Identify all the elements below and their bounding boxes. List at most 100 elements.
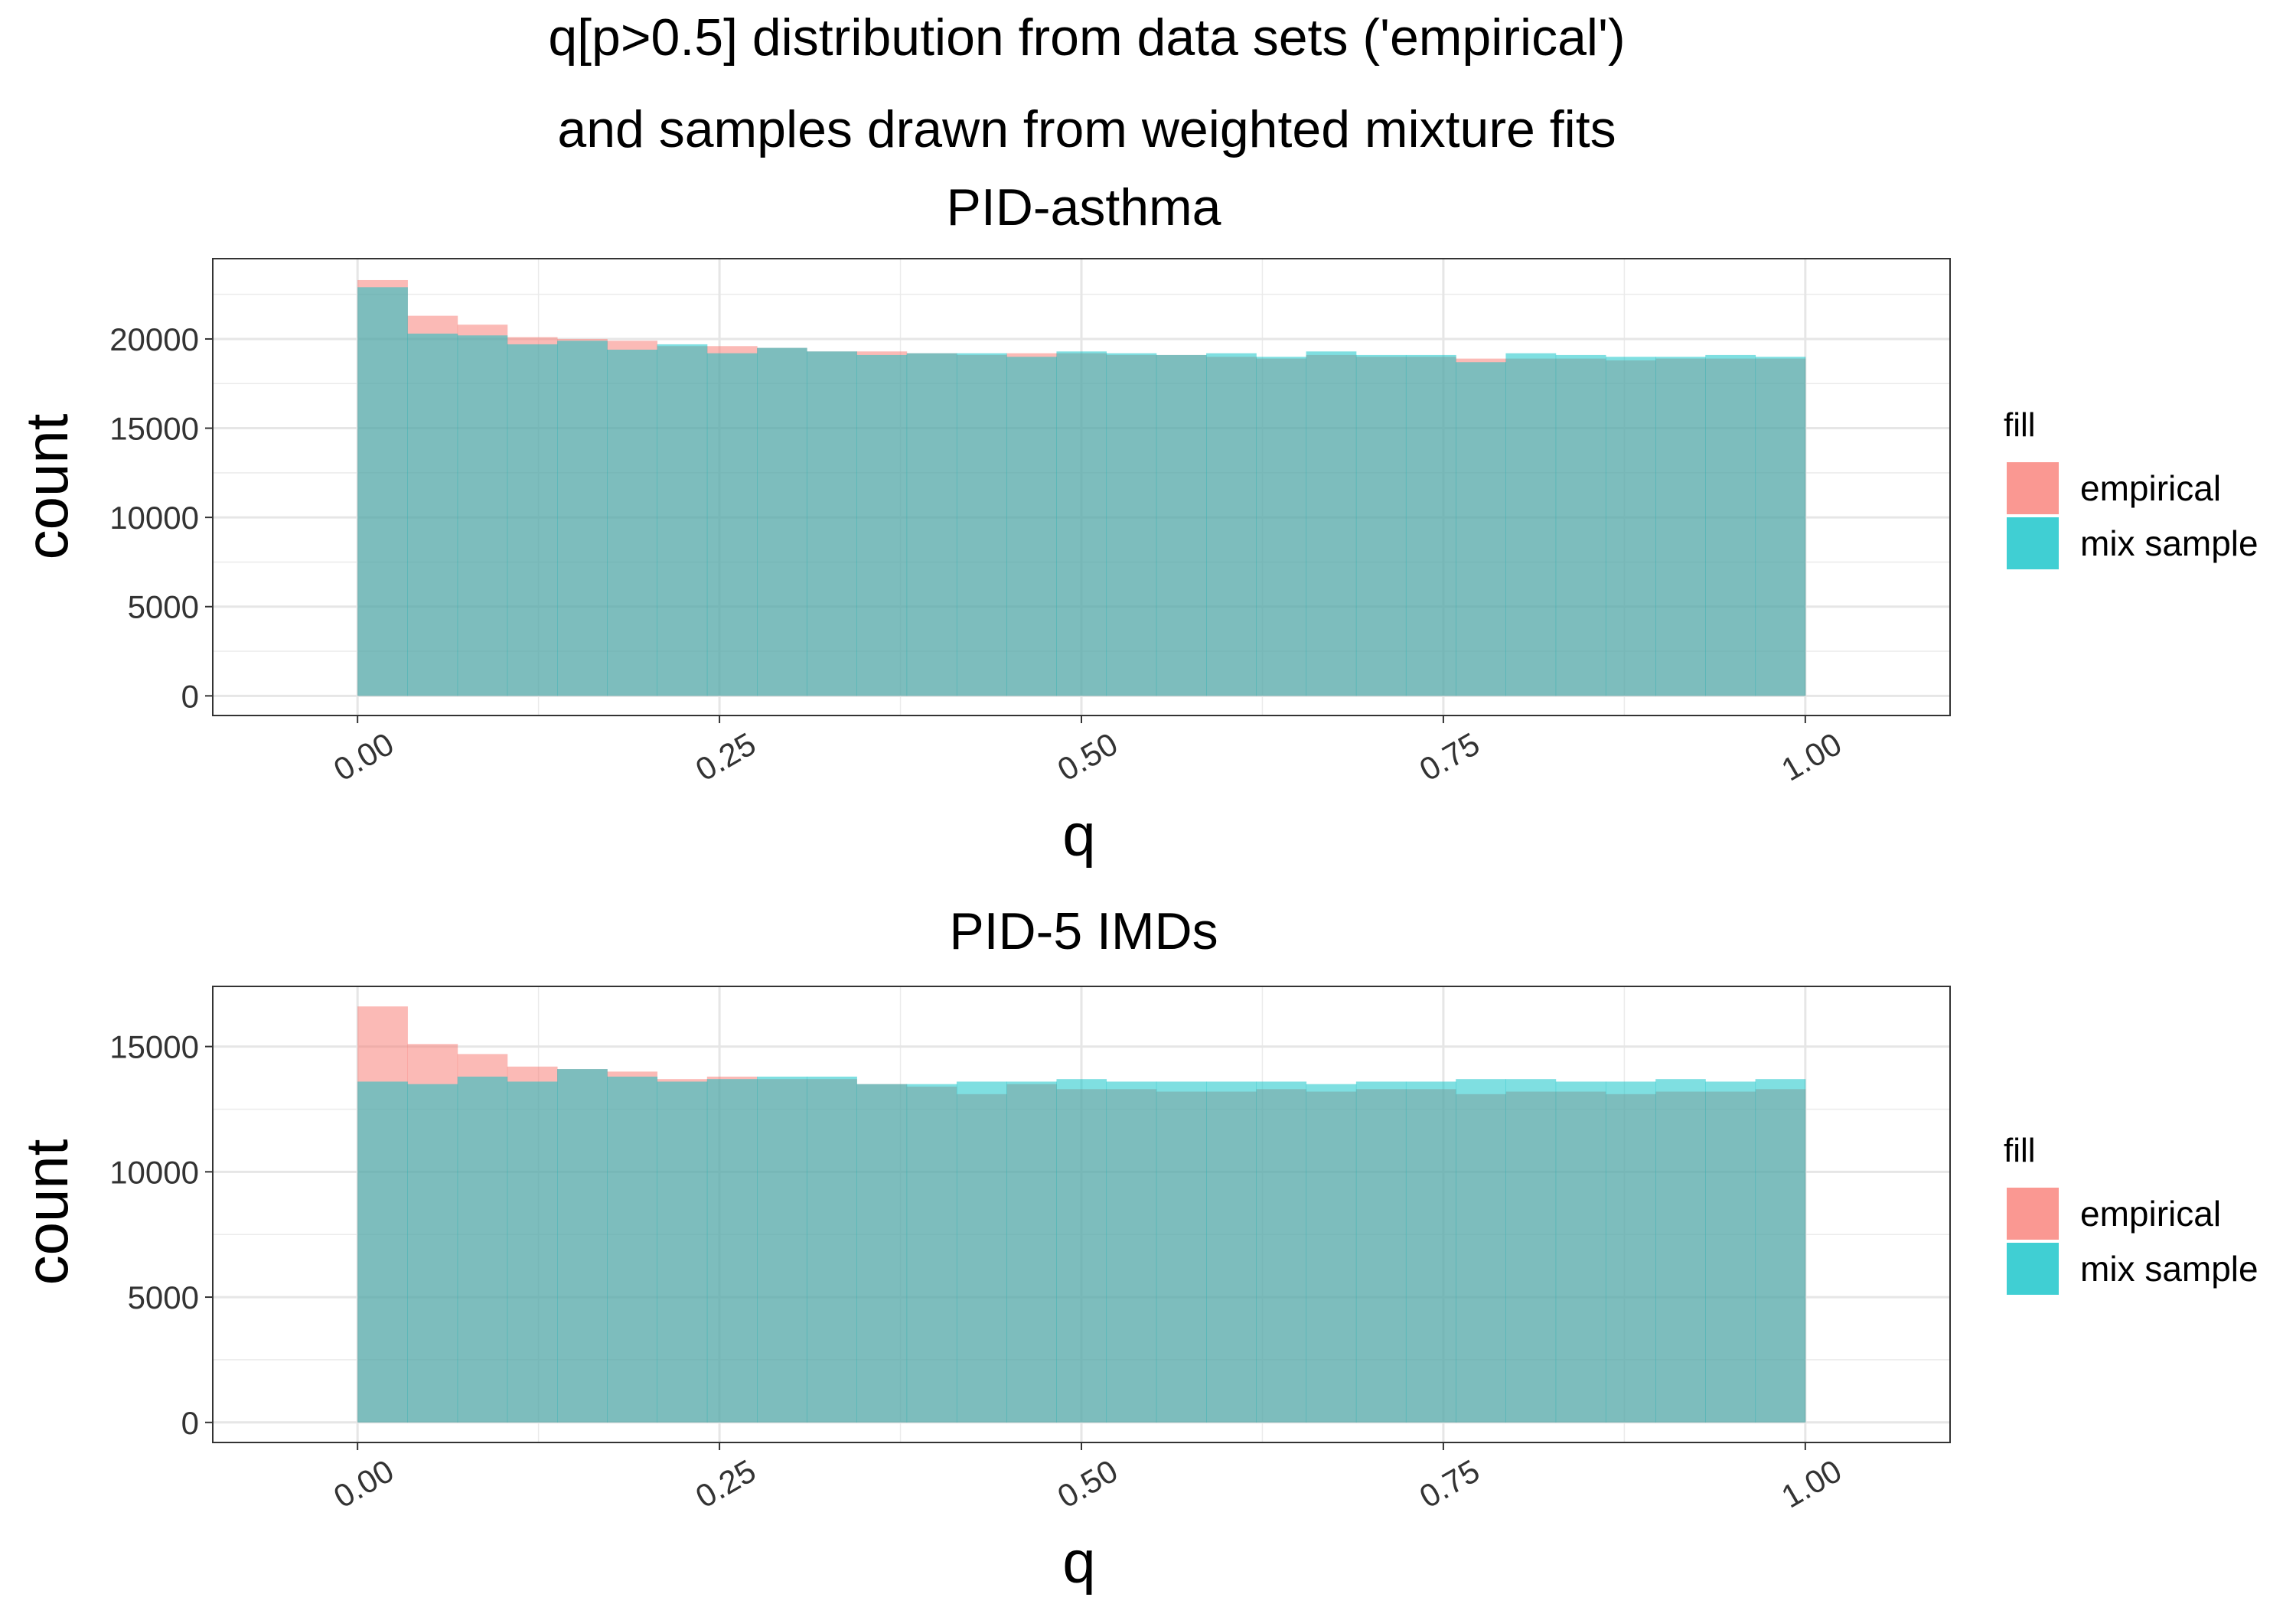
- bar-mix-sample: [1355, 354, 1407, 696]
- bar-mix-sample: [1505, 353, 1557, 696]
- bar-mix-sample: [357, 287, 408, 696]
- bar-mix-sample: [1056, 351, 1107, 696]
- histogram-bars: [357, 279, 1806, 696]
- bar-mix-sample: [457, 1076, 508, 1423]
- legend-key-mix-sample: [2007, 517, 2059, 569]
- bar-mix-sample: [1655, 1079, 1706, 1423]
- histogram-bars: [357, 1006, 1806, 1423]
- x-tick-label: 0.75: [1414, 725, 1486, 788]
- figure-title-line2: and samples drawn from weighted mixture …: [557, 100, 1616, 158]
- bar-mix-sample: [1705, 354, 1756, 696]
- bar-mix-sample: [407, 1084, 458, 1423]
- x-tick-label: 0.50: [1052, 725, 1124, 788]
- x-tick-label: 0.00: [328, 725, 400, 788]
- bar-mix-sample: [557, 1069, 608, 1423]
- legend-label-mix-sample: mix sample: [2080, 1249, 2258, 1289]
- legend: fill empirical mix sample: [2004, 1132, 2258, 1295]
- bar-mix-sample: [1555, 1081, 1606, 1423]
- y-axis-label: count: [13, 1139, 80, 1285]
- bar-mix-sample: [956, 353, 1007, 696]
- bar-mix-sample: [607, 349, 658, 696]
- bar-mix-sample: [1306, 351, 1357, 696]
- bar-mix-sample: [1405, 1081, 1456, 1423]
- bar-mix-sample: [856, 354, 908, 696]
- x-tick-label: 1.00: [1776, 1452, 1848, 1515]
- bar-mix-sample: [706, 1079, 758, 1423]
- bar-mix-sample: [1206, 353, 1257, 696]
- y-tick-label: 0: [181, 678, 199, 714]
- bar-mix-sample: [906, 1084, 957, 1423]
- legend-key-empirical: [2007, 462, 2059, 514]
- bar-mix-sample: [807, 1076, 857, 1423]
- bar-mix-sample: [657, 344, 708, 696]
- x-tick-label: 0.25: [690, 1452, 762, 1515]
- y-tick-label: 5000: [128, 589, 199, 625]
- x-tick-label: 0.00: [328, 1452, 400, 1515]
- bar-mix-sample: [1456, 362, 1506, 696]
- bar-mix-sample: [457, 335, 508, 696]
- legend-label-empirical: empirical: [2080, 1194, 2221, 1234]
- bar-mix-sample: [357, 1081, 408, 1423]
- legend-label-mix-sample: mix sample: [2080, 523, 2258, 563]
- panel-title: PID-asthma: [947, 178, 1221, 236]
- y-axis-label: count: [13, 413, 80, 559]
- x-axis-ticks: 0.00 0.25 0.50 0.75 1.00: [328, 1442, 1848, 1515]
- bar-mix-sample: [1555, 354, 1606, 696]
- bar-mix-sample: [1405, 354, 1456, 696]
- bar-mix-sample: [1605, 357, 1656, 696]
- bar-mix-sample: [1006, 1081, 1057, 1423]
- bar-mix-sample: [1256, 357, 1307, 696]
- bar-mix-sample: [1306, 1084, 1357, 1423]
- legend-key-mix-sample: [2007, 1243, 2059, 1295]
- x-axis-label: q: [1062, 801, 1095, 869]
- y-tick-label: 15000: [109, 1029, 199, 1065]
- x-axis-ticks: 0.00 0.25 0.50 0.75 1.00: [328, 715, 1848, 788]
- bar-mix-sample: [1006, 357, 1057, 696]
- bar-mix-sample: [906, 353, 957, 696]
- y-tick-label: 10000: [109, 1154, 199, 1190]
- bar-mix-sample: [757, 347, 807, 696]
- x-axis-label: q: [1062, 1528, 1095, 1596]
- bar-mix-sample: [1456, 1079, 1506, 1423]
- y-tick-label: 15000: [109, 411, 199, 447]
- bar-mix-sample: [1355, 1081, 1407, 1423]
- x-tick-label: 0.50: [1052, 1452, 1124, 1515]
- bar-mix-sample: [1206, 1081, 1257, 1423]
- bar-mix-sample: [956, 1081, 1007, 1423]
- y-tick-label: 10000: [109, 500, 199, 536]
- bar-mix-sample: [807, 351, 857, 696]
- y-tick-label: 20000: [109, 321, 199, 357]
- x-tick-label: 0.25: [690, 725, 762, 788]
- bar-mix-sample: [1655, 357, 1706, 696]
- bar-mix-sample: [1755, 357, 1806, 696]
- bar-mix-sample: [607, 1076, 658, 1423]
- bar-mix-sample: [1256, 1081, 1307, 1423]
- legend: fill empirical mix sample: [2004, 406, 2258, 569]
- bar-mix-sample: [1106, 1081, 1157, 1423]
- panel-title: PID-5 IMDs: [949, 902, 1218, 960]
- bar-mix-sample: [657, 1081, 708, 1423]
- bar-mix-sample: [407, 333, 458, 696]
- bar-mix-sample: [706, 353, 758, 696]
- bar-mix-sample: [1705, 1081, 1756, 1423]
- bar-mix-sample: [1605, 1081, 1656, 1423]
- x-tick-label: 1.00: [1776, 725, 1848, 788]
- legend-key-empirical: [2007, 1188, 2059, 1240]
- y-axis-ticks: 0 5000 10000 15000: [109, 1029, 213, 1441]
- y-tick-label: 0: [181, 1405, 199, 1441]
- y-axis-ticks: 0 5000 10000 15000 20000: [109, 321, 213, 714]
- bar-mix-sample: [1156, 354, 1207, 696]
- bar-mix-sample: [557, 341, 608, 696]
- bar-mix-sample: [1505, 1079, 1557, 1423]
- bar-mix-sample: [757, 1076, 807, 1423]
- bar-mix-sample: [1156, 1081, 1207, 1423]
- bar-mix-sample: [1056, 1079, 1107, 1423]
- legend-title: fill: [2004, 1132, 2036, 1169]
- bar-mix-sample: [507, 344, 558, 696]
- legend-label-empirical: empirical: [2080, 468, 2221, 508]
- bar-mix-sample: [856, 1084, 908, 1423]
- bar-mix-sample: [1106, 353, 1157, 696]
